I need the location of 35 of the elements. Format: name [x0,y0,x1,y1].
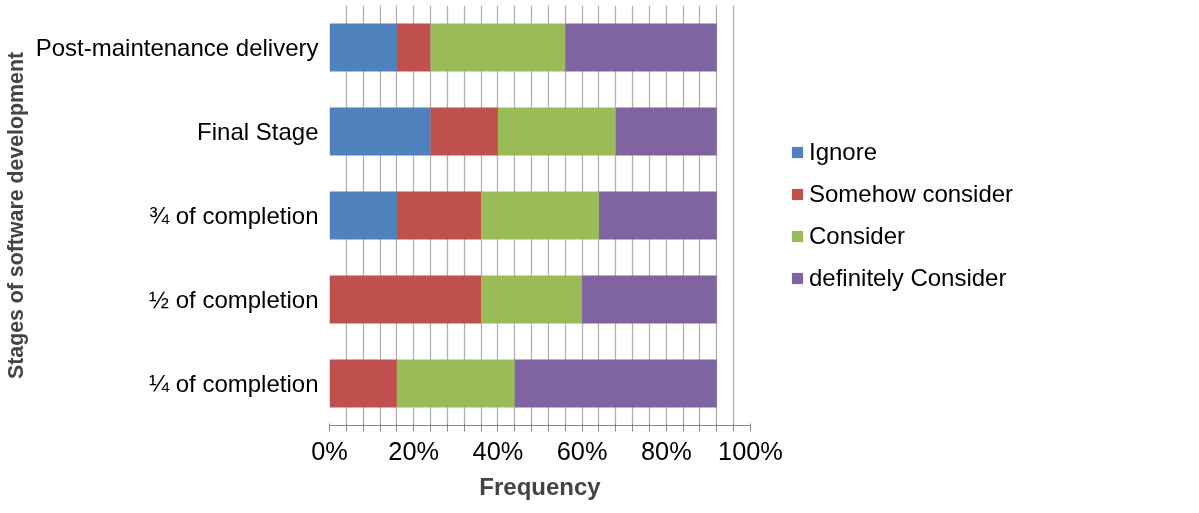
y-tick-label: Post-maintenance delivery [35,34,319,61]
y-tick-label: ½ of completion [149,286,319,313]
legend-label: Consider [809,222,906,250]
x-tick-label: 20% [388,436,440,465]
bar [497,107,616,156]
bar [329,23,397,72]
legend-label: Ignore [809,138,878,166]
bar [396,359,515,408]
x-axis-title: Frequency [479,472,602,500]
bar [514,359,717,408]
x-tick-label: 40% [472,436,524,465]
bar [481,191,599,240]
bar [396,191,482,240]
legend-label: Somehow consider [809,180,1014,208]
y-tick-label: ¼ of completion [149,370,319,397]
x-tick-label: 100% [718,436,783,465]
bar [430,107,498,156]
bar [396,23,431,72]
bar [430,23,566,72]
bar [598,191,717,240]
bar [329,359,397,408]
bar [329,191,397,240]
bar [329,107,431,156]
y-tick-label: ¾ of completion [149,202,319,229]
bar [329,275,482,324]
bar [582,275,717,324]
bar [481,275,583,324]
x-tick-label: 0% [311,436,348,465]
x-tick-label: 80% [640,436,692,465]
y-axis-title: Stages of software development [3,51,28,380]
bar [565,23,717,72]
x-tick-label: 60% [556,436,608,465]
y-tick-label: Final Stage [197,118,319,145]
legend-label: definitely Consider [809,264,1007,292]
bar [615,107,717,156]
